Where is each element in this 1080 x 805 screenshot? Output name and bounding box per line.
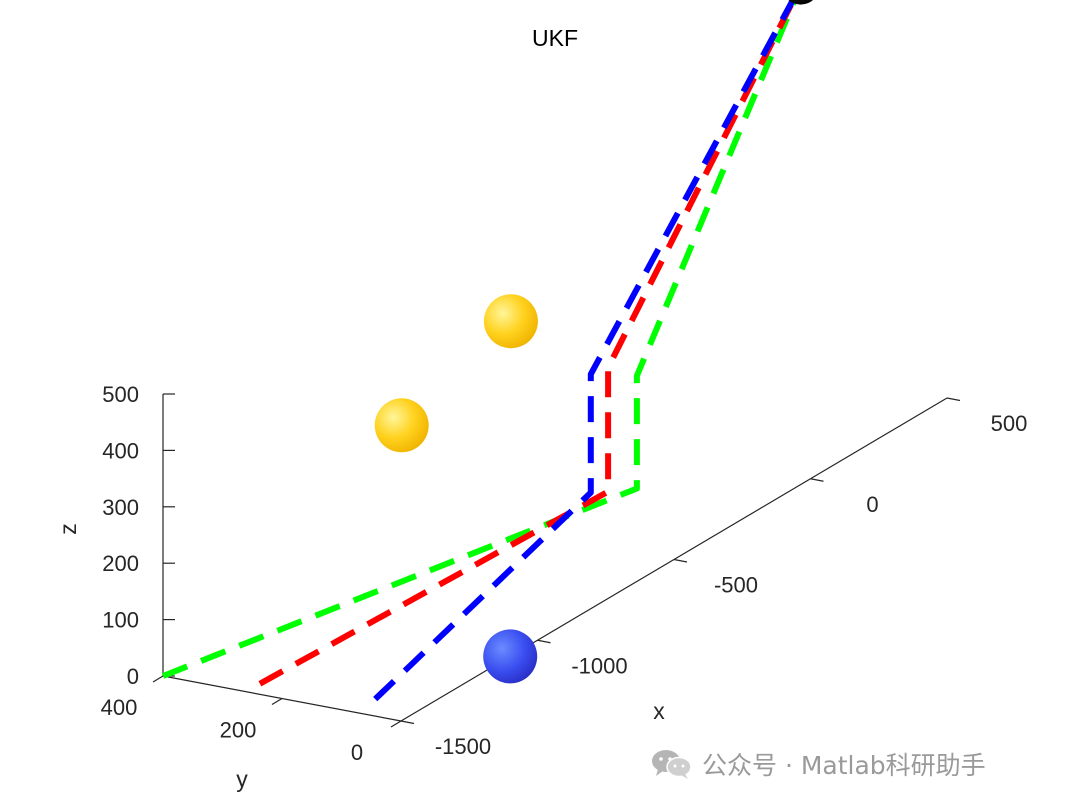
z-tick-label: 400	[102, 438, 139, 463]
chart-title: UKF	[532, 25, 578, 51]
sphere-3	[483, 629, 538, 684]
spheres	[374, 0, 814, 684]
z-axis-label: z	[55, 523, 81, 535]
y-tick-label: 200	[220, 718, 257, 743]
z-tick-label: 100	[102, 608, 139, 633]
z-tick-label: 500	[102, 382, 139, 407]
y-tick-label: 0	[351, 740, 363, 765]
y-tick-label: 400	[101, 695, 138, 720]
tick-labels: -1500 -1000 -500 0 500 0 200 400 0 100 200 300 400 50…	[101, 382, 1028, 765]
y-axis-label: y	[236, 766, 248, 792]
x-tick-mark	[810, 478, 824, 482]
x-tick-mark	[673, 558, 688, 563]
x-tick-label: -1000	[571, 653, 627, 678]
x-tick-mark	[946, 397, 961, 402]
x-tick-mark	[537, 639, 551, 644]
x-tick-label: -1500	[435, 734, 491, 759]
sphere-1	[374, 398, 429, 453]
x-tick-label: -500	[714, 573, 758, 598]
x-axis-label: x	[653, 698, 665, 724]
z-tick-label: 0	[127, 664, 139, 689]
x-tick-mark	[400, 720, 415, 725]
trajectory-line-3	[373, 0, 797, 702]
trajectory-line-1	[161, 0, 798, 679]
y-tick-mark	[390, 720, 402, 728]
sphere-2	[483, 294, 538, 349]
y-tick-mark	[152, 675, 164, 683]
trajectory-line-2	[258, 0, 797, 687]
x-tick-label: 0	[866, 492, 878, 517]
wechat-icon	[652, 750, 692, 779]
x-tick-label: 500	[991, 411, 1028, 436]
watermark: 公众号 · Matlab科研助手	[650, 744, 986, 784]
z-tick-label: 300	[102, 495, 139, 520]
sphere-4	[788, 0, 814, 5]
watermark-text: 公众号 · Matlab科研助手	[702, 751, 986, 780]
z-tick-label: 200	[102, 551, 139, 576]
trajectories	[161, 0, 798, 702]
y-tick-mark	[271, 697, 283, 706]
